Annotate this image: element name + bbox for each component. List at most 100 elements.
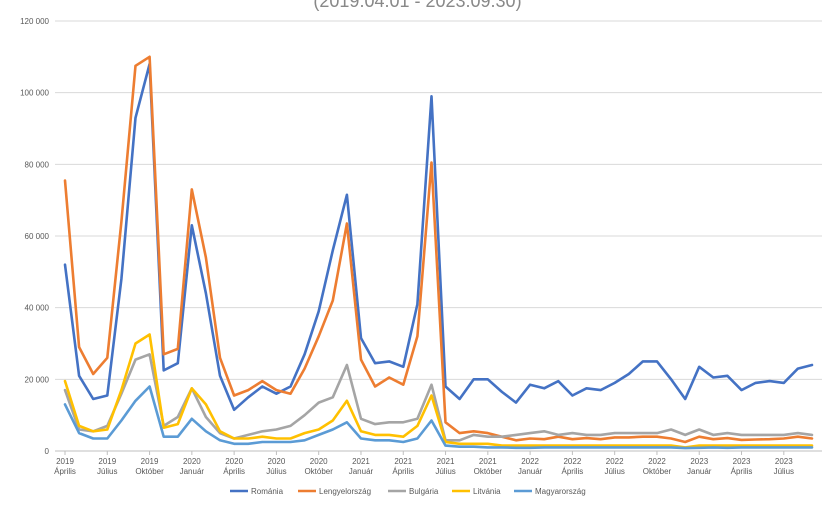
data-point — [684, 447, 686, 449]
data-point — [247, 434, 250, 436]
data-point — [275, 437, 278, 440]
data-point — [176, 423, 179, 425]
data-point — [289, 385, 292, 388]
data-point — [317, 434, 320, 436]
data-point — [740, 434, 743, 436]
data-point — [783, 446, 785, 449]
data-point — [247, 396, 250, 399]
data-point — [360, 430, 362, 433]
data-point — [656, 360, 658, 363]
x-tick-label-year: 2021 — [394, 457, 412, 466]
data-point — [162, 353, 165, 356]
data-point — [346, 400, 348, 402]
data-point — [402, 435, 405, 438]
data-point — [120, 220, 123, 223]
y-tick-label: 120 000 — [20, 17, 49, 26]
data-point — [571, 432, 574, 434]
data-point — [360, 358, 362, 361]
data-point — [642, 432, 644, 434]
data-point — [444, 444, 447, 447]
data-point — [317, 310, 320, 313]
data-point — [783, 382, 785, 384]
data-point — [416, 417, 419, 420]
data-point — [191, 387, 193, 390]
data-point — [134, 116, 137, 119]
x-tick-label-year: 2019 — [141, 457, 159, 466]
data-point — [797, 444, 799, 447]
data-point — [797, 432, 799, 434]
x-tick-label-month: Április — [392, 467, 414, 476]
data-point — [303, 432, 306, 434]
x-tick-label-year: 2022 — [563, 457, 581, 466]
data-point — [797, 435, 799, 438]
data-point — [529, 437, 531, 440]
data-point — [388, 360, 390, 363]
data-point — [261, 430, 264, 433]
data-point — [303, 439, 306, 442]
data-point — [740, 444, 743, 447]
x-tick-label-month: Április — [731, 467, 753, 476]
data-point — [120, 419, 123, 422]
data-point — [783, 437, 785, 440]
data-point — [134, 358, 137, 361]
data-point — [754, 438, 757, 441]
data-point — [712, 444, 715, 447]
data-point — [317, 401, 320, 404]
data-point — [726, 432, 729, 434]
data-point — [811, 437, 813, 440]
data-point — [134, 64, 137, 67]
data-point — [740, 439, 743, 441]
data-point — [515, 446, 517, 449]
data-point — [92, 373, 94, 375]
data-point — [331, 249, 334, 252]
data-point — [205, 256, 207, 259]
data-point — [416, 335, 419, 338]
x-tick-label-month: Április — [562, 467, 584, 476]
data-point — [726, 374, 729, 377]
data-point — [430, 383, 433, 386]
data-point — [331, 396, 334, 399]
data-point — [557, 435, 560, 438]
data-point — [430, 95, 433, 98]
data-point — [487, 446, 489, 449]
data-point — [529, 446, 531, 449]
data-point — [416, 425, 419, 427]
data-point — [543, 446, 546, 449]
data-point — [162, 435, 165, 438]
data-point — [627, 432, 630, 434]
data-point — [430, 161, 433, 164]
data-point — [247, 389, 250, 391]
data-point — [754, 434, 757, 436]
data-point — [458, 432, 461, 434]
data-point — [444, 385, 447, 388]
data-point — [247, 437, 250, 440]
data-point — [205, 416, 207, 418]
data-point — [515, 439, 517, 442]
data-point — [585, 437, 588, 439]
y-tick-label: 60 000 — [25, 232, 50, 241]
data-point — [768, 380, 771, 382]
data-point — [430, 419, 433, 422]
data-point — [571, 438, 574, 440]
data-point — [487, 443, 489, 445]
data-point — [768, 444, 771, 447]
data-point — [768, 434, 771, 436]
data-point — [388, 434, 390, 436]
data-point — [768, 438, 771, 440]
data-point — [92, 437, 94, 440]
data-point — [613, 444, 616, 447]
data-point — [148, 353, 151, 356]
x-tick-label-year: 2020 — [268, 457, 286, 466]
data-point — [543, 438, 546, 440]
data-point — [698, 446, 701, 449]
x-tick-label-month: Január — [687, 467, 712, 476]
data-point — [783, 444, 785, 447]
x-tick-label-month: Október — [643, 467, 672, 476]
x-tick-label-month: Július — [774, 467, 794, 476]
y-tick-label: 40 000 — [25, 304, 50, 313]
data-point — [501, 435, 503, 438]
x-tick-label-month: Július — [97, 467, 117, 476]
x-tick-label-year: 2023 — [733, 457, 751, 466]
data-point — [346, 193, 348, 196]
